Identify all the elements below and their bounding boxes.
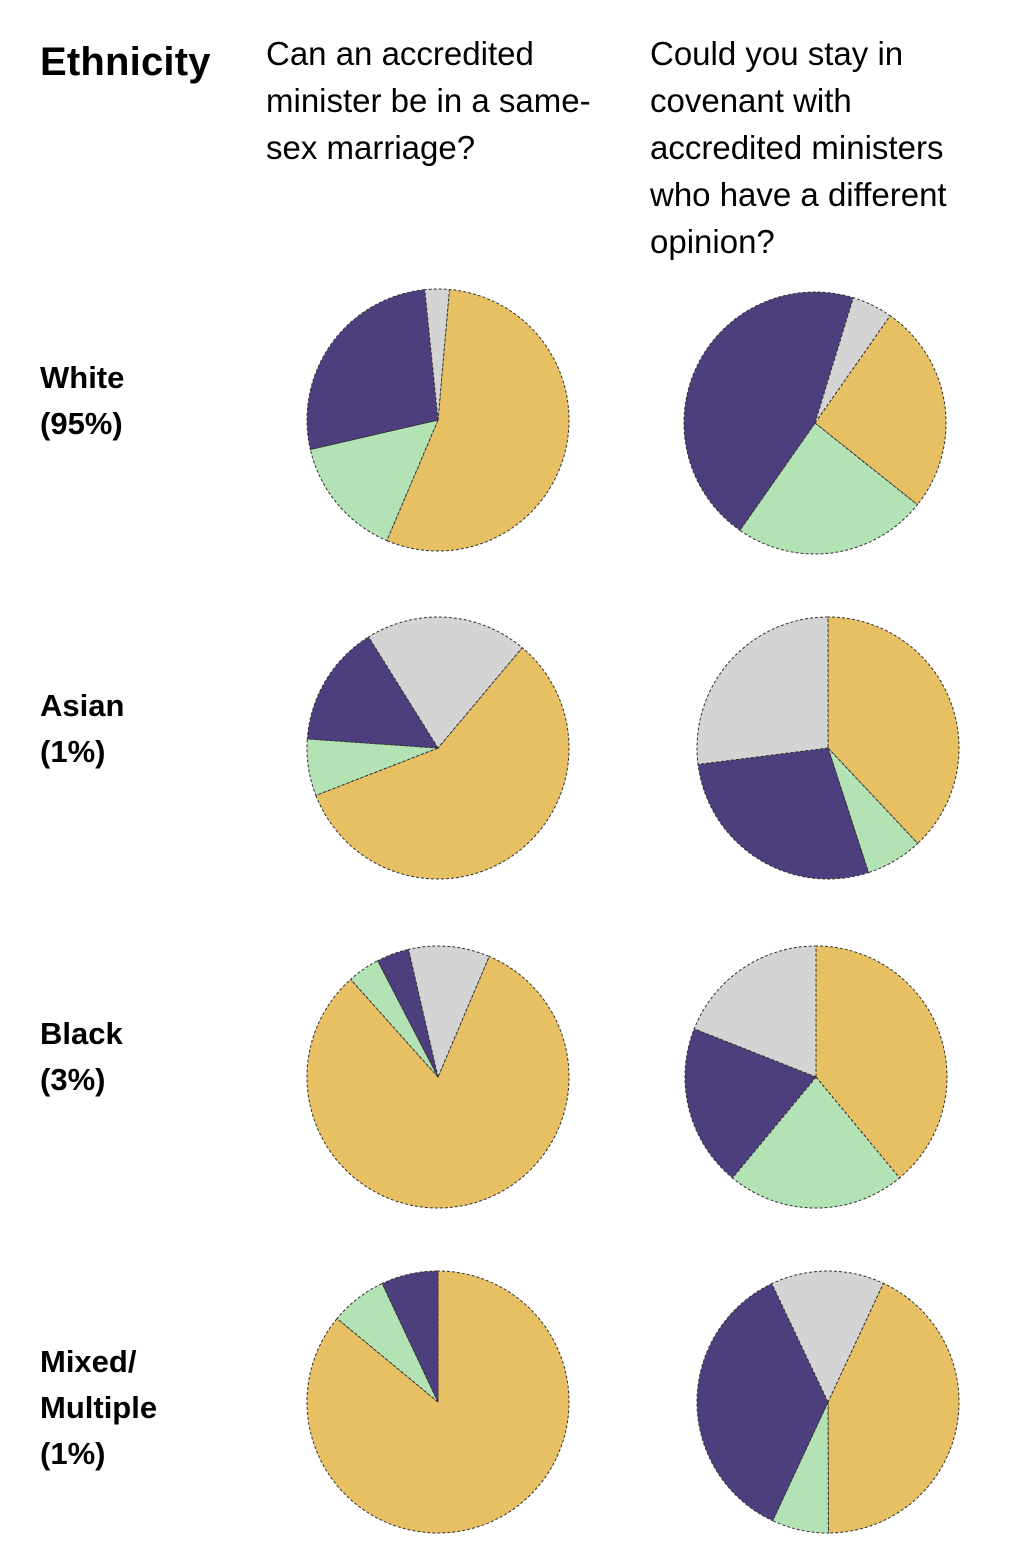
pie-1: [306, 288, 570, 552]
heading-line: who have a different: [650, 176, 947, 213]
pie-slice-yellow: [306, 955, 570, 1209]
pie-slice-purple: [381, 1270, 439, 1403]
pie-slice-purple: [377, 948, 439, 1078]
heading-line: Can an accredited: [266, 35, 534, 72]
pie-slice-yellow: [815, 945, 948, 1179]
pie-slice-yellow: [386, 288, 570, 552]
page-title: Ethnicity: [40, 40, 211, 84]
row-label-line: (1%): [40, 734, 106, 769]
heading-line: opinion?: [650, 223, 775, 260]
pie-slice-purple: [306, 636, 439, 749]
heading-line: covenant with: [650, 82, 852, 119]
row-label-black: Black (3%): [40, 1011, 123, 1103]
pie-5: [306, 945, 570, 1209]
pie-slice-grey: [367, 616, 523, 749]
row-label-line: Black: [40, 1016, 123, 1051]
row-label-asian: Asian (1%): [40, 683, 124, 775]
pie-slice-grey: [771, 1270, 885, 1404]
pie-slice-green: [336, 1282, 439, 1403]
pie-slice-green: [306, 738, 439, 797]
pie-slice-green: [731, 1076, 901, 1209]
row-label-line: (1%): [40, 1436, 106, 1471]
pie-slice-purple: [696, 1282, 829, 1522]
pie-2: [683, 291, 947, 555]
pie-slice-yellow: [827, 1282, 960, 1534]
pie-slice-green: [349, 960, 439, 1078]
pie-slice-yellow: [827, 616, 960, 845]
pie-slice-green: [309, 419, 439, 542]
pie-slice-green: [771, 1401, 829, 1534]
heading-line: accredited ministers: [650, 129, 944, 166]
pie-slice-purple: [683, 291, 854, 532]
pie-slice-green: [827, 747, 919, 874]
pie-3: [306, 616, 570, 880]
heading-line: minister be in a same-: [266, 82, 591, 119]
row-label-mixed-multiple: Mixed/ Multiple (1%): [40, 1339, 157, 1477]
pie-slice-grey: [424, 288, 450, 421]
row-label-line: Mixed/: [40, 1344, 137, 1379]
pie-4: [696, 616, 960, 880]
pie-slice-grey: [814, 297, 891, 424]
row-label-line: Multiple: [40, 1390, 158, 1425]
pie-slice-purple: [306, 289, 439, 451]
row-label-line: White: [40, 360, 125, 395]
column-heading-stay-in-covenant: Could you stay in covenant with accredit…: [650, 30, 1000, 265]
pie-slice-grey: [696, 616, 829, 765]
pie-7: [306, 1270, 570, 1534]
pie-slice-grey: [407, 945, 490, 1079]
pie-slice-grey: [693, 945, 817, 1078]
pie-6: [684, 945, 948, 1209]
row-label-line: (95%): [40, 406, 123, 441]
pie-slice-green: [739, 422, 919, 555]
pie-8: [696, 1270, 960, 1534]
pie-slice-purple: [697, 747, 870, 880]
heading-line: Could you stay in: [650, 35, 904, 72]
pie-slice-yellow: [315, 646, 570, 880]
row-label-line: Asian: [40, 688, 125, 723]
pie-slice-purple: [684, 1028, 817, 1179]
row-label-line: (3%): [40, 1062, 106, 1097]
row-label-white: White (95%): [40, 355, 124, 447]
heading-line: sex marriage?: [266, 129, 476, 166]
pie-slice-yellow: [814, 314, 947, 506]
column-heading-same-sex-marriage: Can an accredited minister be in a same-…: [266, 30, 626, 171]
